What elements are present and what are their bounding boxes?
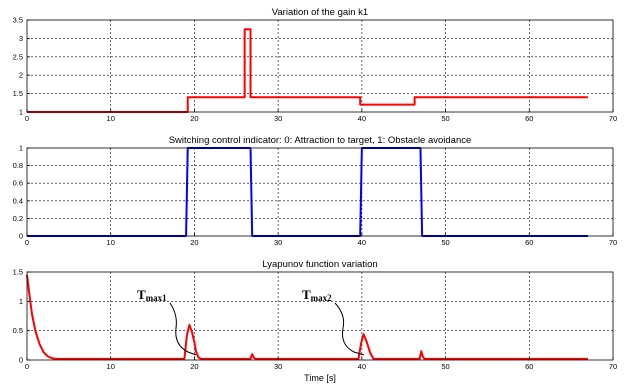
chart-panel-2: Switching control indicator: 0: Attracti… (13, 135, 618, 247)
x-tick-label: 70 (609, 362, 617, 371)
y-tick-label: 1.5 (13, 268, 23, 277)
chart-title: Lyapunov function variation (262, 259, 377, 270)
y-tick-label: 3 (19, 34, 23, 43)
x-tick-label: 10 (107, 238, 115, 247)
y-tick-label: 3.5 (13, 16, 23, 25)
y-tick-label: 0.6 (13, 179, 23, 188)
y-tick-label: 0 (19, 232, 23, 241)
x-tick-label: 60 (525, 238, 533, 247)
x-tick-label: 40 (358, 114, 366, 123)
x-tick-label: 60 (525, 362, 533, 371)
x-tick-label: 0 (25, 362, 29, 371)
chart-title: Variation of the gain k1 (272, 7, 368, 18)
x-tick-label: 30 (274, 362, 282, 371)
y-tick-label: 1 (19, 108, 23, 117)
axes-frame (26, 19, 614, 113)
annotation-symbol: T (302, 287, 311, 302)
y-tick-label: 0.5 (13, 326, 23, 335)
annotation-subscript: max1 (146, 293, 167, 303)
x-tick-label: 50 (441, 238, 449, 247)
annotation-arrow (334, 302, 365, 356)
y-tick-label: 0 (19, 356, 23, 365)
y-tick-label: 1.5 (13, 89, 23, 98)
x-tick-label: 50 (441, 362, 449, 371)
x-tick-label: 70 (609, 238, 617, 247)
x-tick-label: 20 (190, 362, 198, 371)
series-line (26, 274, 588, 360)
axes-frame (26, 147, 614, 237)
series-line (27, 28, 588, 113)
series-line (27, 147, 588, 237)
x-tick-label: 40 (358, 362, 366, 371)
y-tick-label: 0.4 (13, 196, 23, 205)
x-tick-label: 30 (274, 114, 282, 123)
x-tick-label: 20 (190, 114, 198, 123)
x-tick-label: 70 (609, 114, 617, 123)
axes-frame (26, 271, 614, 361)
annotation-arrow (169, 302, 197, 356)
x-tick-label: 10 (107, 362, 115, 371)
y-tick-label: 2 (19, 71, 23, 80)
y-tick-label: 1 (19, 144, 23, 153)
x-tick-label: 30 (274, 238, 282, 247)
y-tick-label: 0.8 (13, 161, 23, 170)
x-tick-label: 0 (25, 114, 29, 123)
annotation-symbol: T (137, 287, 146, 302)
y-tick-label: 2.5 (13, 52, 23, 61)
x-tick-label: 40 (358, 238, 366, 247)
chart-panel-1: Variation of the gain k1 0 10 20 30 40 50 60 70 1… (13, 7, 618, 123)
annotation-tmax-2: Tmax2 (302, 287, 332, 303)
x-axis-label: Time [s] (304, 373, 336, 383)
x-tick-label: 60 (525, 114, 533, 123)
y-tick-label: 0.2 (13, 214, 23, 223)
x-tick-label: 50 (441, 114, 449, 123)
y-tick-label: 1 (19, 297, 23, 306)
x-tick-label: 20 (190, 238, 198, 247)
annotation-subscript: max2 (311, 293, 332, 303)
x-tick-label: 0 (25, 238, 29, 247)
chart-title: Switching control indicator: 0: Attracti… (169, 135, 472, 146)
annotation-tmax-1: Tmax1 (137, 287, 167, 303)
x-tick-label: 10 (107, 114, 115, 123)
